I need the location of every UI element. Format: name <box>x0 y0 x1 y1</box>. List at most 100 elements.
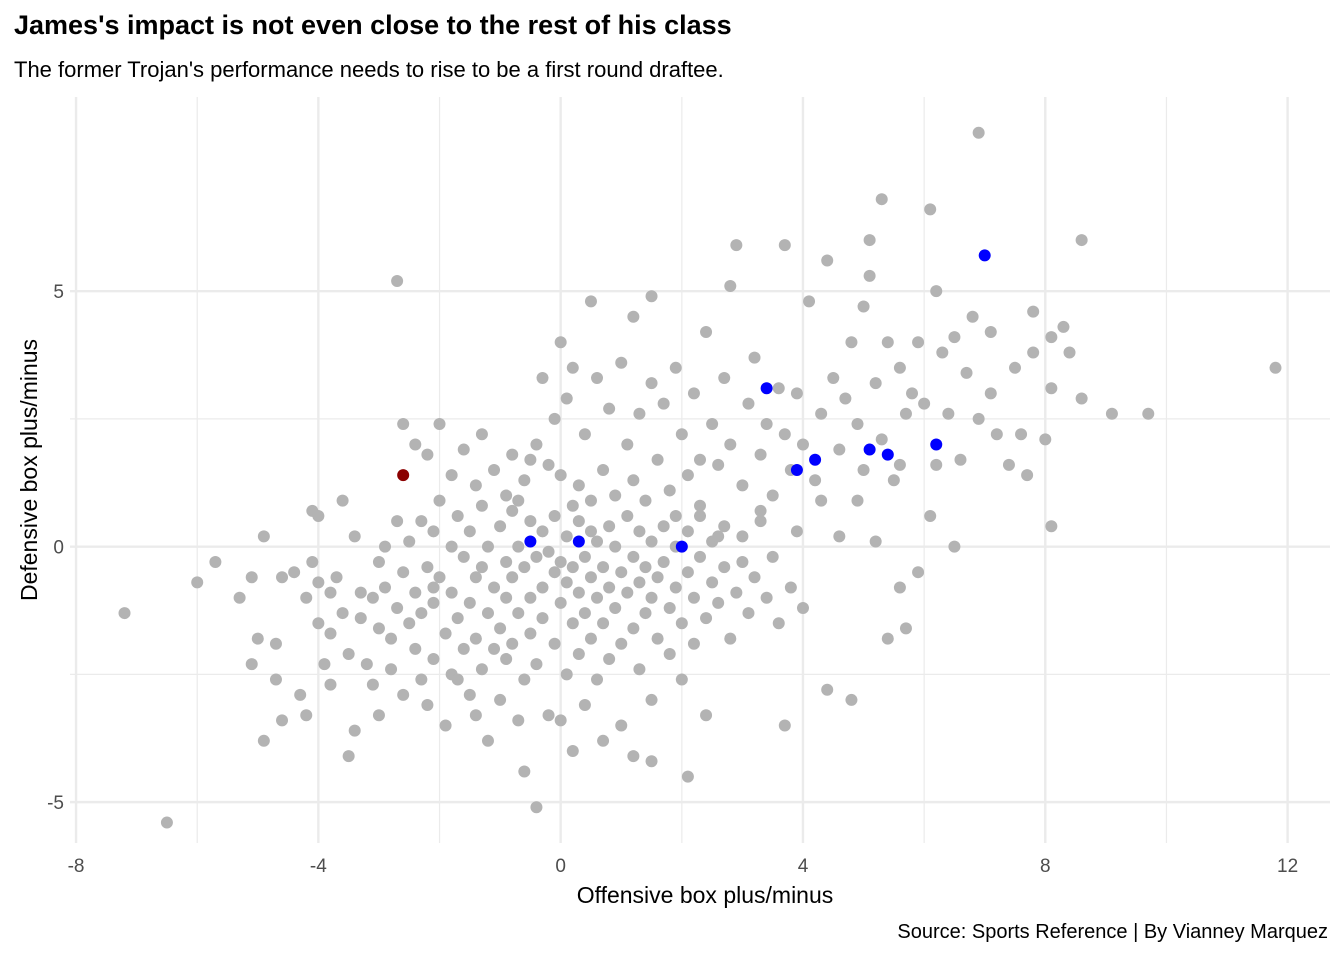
scatter-point-others <box>463 525 476 538</box>
scatter-point-others <box>566 361 579 374</box>
scatter-point-others <box>457 550 470 563</box>
data-points <box>118 126 1282 829</box>
scatter-point-others <box>518 474 531 487</box>
scatter-point-others <box>500 653 513 666</box>
scatter-point-others <box>748 571 761 584</box>
scatter-point-others <box>391 274 404 287</box>
scatter-point-others <box>536 372 549 385</box>
scatter-point-others <box>893 361 906 374</box>
scatter-point-others <box>360 658 373 671</box>
scatter-point-others <box>488 581 501 594</box>
scatter-point-others <box>984 387 997 400</box>
scatter-point-others <box>833 530 846 543</box>
scatter-point-others <box>821 254 834 267</box>
scatter-point-others <box>700 326 713 339</box>
scatter-point-others <box>372 709 385 722</box>
scatter-point-others <box>385 632 398 645</box>
scatter-point-others <box>245 658 258 671</box>
scatter-point-others <box>469 479 482 492</box>
scatter-point-others <box>421 561 434 574</box>
scatter-point-others <box>724 438 737 451</box>
scatter-point-others <box>881 632 894 645</box>
scatter-point-others <box>500 489 513 502</box>
scatter-point-others <box>536 581 549 594</box>
scatter-point-others <box>724 280 737 293</box>
scatter-point-others <box>324 678 337 691</box>
scatter-point-others <box>675 673 688 686</box>
scatter-point-others <box>1142 407 1155 420</box>
scatter-point-others <box>269 673 282 686</box>
scatter-point-others <box>627 474 640 487</box>
scatter-point-others <box>972 126 985 139</box>
scatter-point-others <box>748 351 761 364</box>
scatter-point-others <box>899 407 912 420</box>
scatter-point-others <box>469 709 482 722</box>
scatter-point-others <box>488 642 501 655</box>
scatter-point-others <box>681 566 694 579</box>
scatter-point-others <box>948 540 961 553</box>
scatter-point-others <box>542 458 555 471</box>
scatter-point-others <box>530 801 543 814</box>
scatter-point-others <box>772 382 785 395</box>
scatter-point-others <box>560 576 573 589</box>
scatter-point-others <box>645 290 658 303</box>
scatter-point-others <box>233 591 246 604</box>
scatter-point-others <box>481 607 494 620</box>
scatter-point-others <box>681 469 694 482</box>
scatter-point-highlight <box>572 535 585 548</box>
scatter-point-highlight <box>809 453 822 466</box>
scatter-point-others <box>633 576 646 589</box>
scatter-point-others <box>851 494 864 507</box>
scatter-point-others <box>457 443 470 456</box>
scatter-point-others <box>875 433 888 446</box>
y-tick-label: -5 <box>47 793 64 814</box>
scatter-point-others <box>651 453 664 466</box>
scatter-point-others <box>427 653 440 666</box>
scatter-point-others <box>536 612 549 625</box>
scatter-point-others <box>1027 346 1040 359</box>
scatter-point-others <box>269 637 282 650</box>
scatter-point-others <box>1105 407 1118 420</box>
x-tick-label: 4 <box>798 856 809 877</box>
scatter-point-others <box>354 612 367 625</box>
scatter-point-others <box>445 540 458 553</box>
scatter-point-others <box>391 601 404 614</box>
scatter-point-others <box>833 443 846 456</box>
scatter-point-highlight <box>524 535 537 548</box>
scatter-point-others <box>421 699 434 712</box>
scatter-point-others <box>451 509 464 522</box>
scatter-point-others <box>457 642 470 655</box>
scatter-point-others <box>379 540 391 553</box>
scatter-point-others <box>524 453 537 466</box>
scatter-point-others <box>572 586 585 599</box>
x-tick-label: 12 <box>1277 856 1298 877</box>
scatter-point-others <box>318 658 331 671</box>
scatter-point-others <box>924 509 937 522</box>
scatter-point-others <box>433 494 446 507</box>
scatter-point-others <box>512 494 525 507</box>
scatter-point-others <box>312 617 325 630</box>
scatter-point-others <box>276 714 289 727</box>
scatter-point-others <box>209 555 222 568</box>
scatter-point-others <box>669 509 682 522</box>
scatter-point-others <box>475 663 488 676</box>
scatter-point-others <box>445 586 458 599</box>
scatter-point-others <box>990 428 1003 441</box>
scatter-point-others <box>694 509 706 522</box>
scatter-point-highlight <box>760 382 773 395</box>
scatter-point-others <box>300 709 313 722</box>
scatter-point-others <box>506 571 519 584</box>
scatter-point-others <box>584 295 597 308</box>
scatter-point-others <box>366 678 379 691</box>
scatter-point-others <box>730 586 743 599</box>
scatter-point-others <box>348 724 361 737</box>
x-axis-title: Offensive box plus/minus <box>577 882 834 908</box>
scatter-point-others <box>312 576 325 589</box>
scatter-point-others <box>257 530 270 543</box>
scatter-point-others <box>597 617 610 630</box>
scatter-point-others <box>645 535 658 548</box>
scatter-point-others <box>530 550 543 563</box>
scatter-point-others <box>712 458 725 471</box>
scatter-point-others <box>675 428 688 441</box>
